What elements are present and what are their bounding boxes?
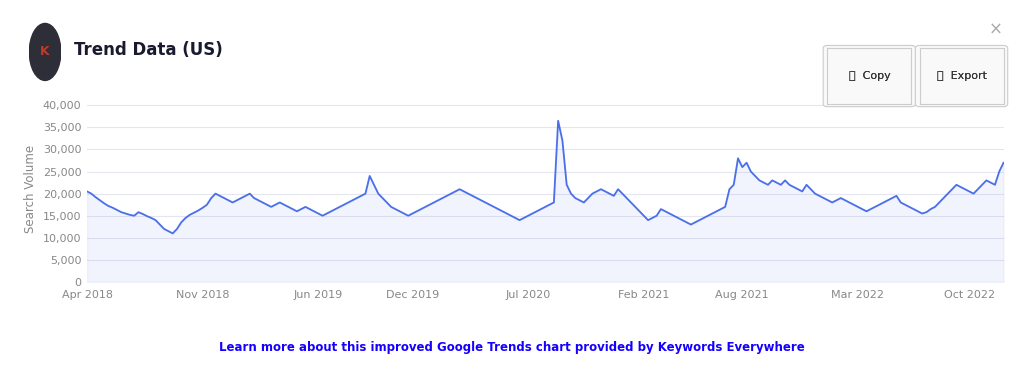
Text: K: K bbox=[40, 45, 50, 59]
FancyBboxPatch shape bbox=[915, 45, 1008, 107]
Text: ⤓  Export: ⤓ Export bbox=[937, 71, 986, 81]
Text: 🗐  Copy: 🗐 Copy bbox=[849, 71, 890, 81]
Text: 🗐  Copy: 🗐 Copy bbox=[849, 71, 890, 81]
Text: Trend Data (US): Trend Data (US) bbox=[74, 41, 222, 59]
Text: Learn more about this improved Google Trends chart provided by Keywords Everywhe: Learn more about this improved Google Tr… bbox=[219, 341, 805, 354]
FancyBboxPatch shape bbox=[823, 45, 915, 107]
Text: ×: × bbox=[988, 20, 1002, 39]
Circle shape bbox=[30, 23, 60, 81]
Y-axis label: Search Volume: Search Volume bbox=[25, 145, 37, 233]
Text: ⤓  Export: ⤓ Export bbox=[937, 71, 986, 81]
